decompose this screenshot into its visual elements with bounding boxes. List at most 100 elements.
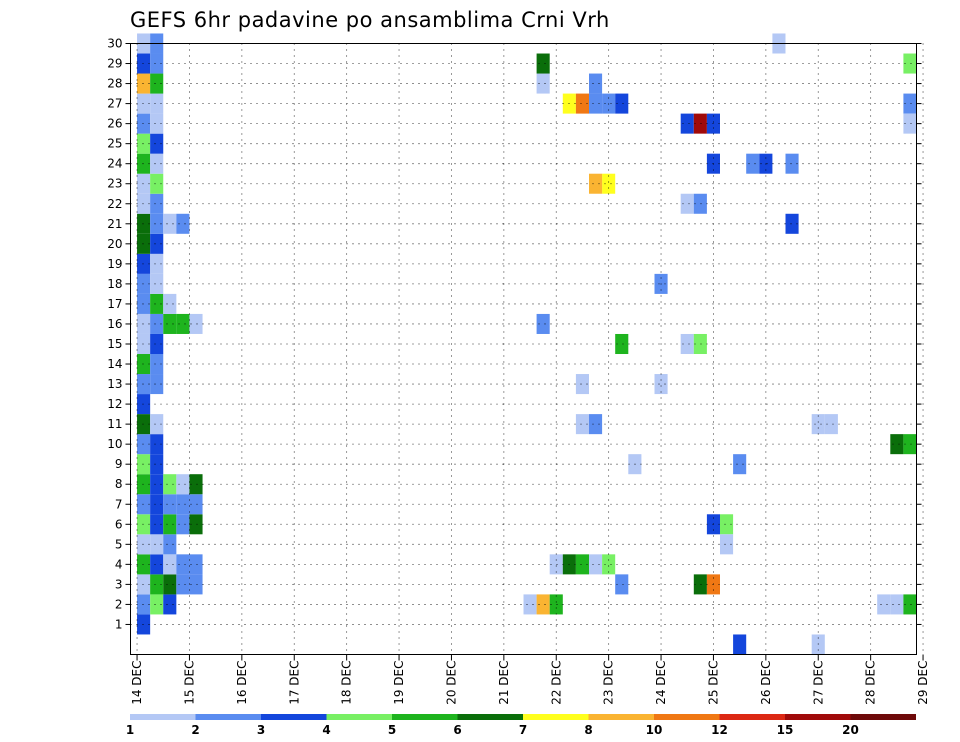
heatmap-cell [150, 374, 164, 395]
heatmap-cell [549, 594, 563, 615]
grid-layer [130, 43, 924, 655]
heatmap-cell [137, 133, 151, 154]
heatmap-cell [150, 113, 164, 134]
y-tick-label: 26 [107, 117, 122, 131]
x-tick-label: 27 DEC [811, 661, 825, 705]
x-tick-label: 16 DEC [235, 661, 249, 705]
x-tick-label: 24 DEC [654, 661, 668, 705]
legend-label: 10 [646, 723, 663, 737]
heatmap-cell [877, 594, 891, 615]
legend-label: 1 [126, 723, 134, 737]
heatmap-cell [163, 594, 177, 615]
heatmap-cell [903, 594, 917, 615]
legend-label: 5 [388, 723, 396, 737]
heatmap-cell [150, 414, 164, 435]
legend-label: 20 [842, 723, 859, 737]
y-tick-label: 13 [107, 377, 122, 391]
y-tick-label: 25 [107, 137, 122, 151]
heatmap-cell [137, 53, 151, 74]
y-tick-label: 23 [107, 177, 122, 191]
heatmap-cell [785, 213, 799, 234]
heatmap-cell [189, 574, 203, 595]
heatmap-cell [150, 313, 164, 334]
heatmap-cell [137, 313, 151, 334]
y-tick-label: 1 [115, 617, 123, 631]
heatmap-cell [176, 554, 190, 575]
heatmap-cell [137, 354, 151, 375]
heatmap-cell [680, 333, 694, 355]
heatmap-cell [589, 73, 603, 94]
legend-swatch [588, 714, 654, 720]
legend-swatch [457, 714, 523, 720]
heatmap-cell [654, 374, 668, 395]
heatmap-cell [137, 333, 151, 355]
heatmap-cell [150, 133, 164, 154]
y-tick-label: 30 [107, 37, 122, 51]
legend-label: 15 [777, 723, 794, 737]
heatmap-cell [137, 93, 151, 114]
y-tick-label: 2 [115, 597, 123, 611]
heatmap-cell [137, 153, 151, 174]
plot-frame [130, 43, 917, 655]
x-tick-label: 26 DEC [759, 661, 773, 705]
y-tick-label: 20 [107, 237, 122, 251]
y-tick-label: 15 [107, 337, 122, 351]
heatmap-cell [589, 554, 603, 575]
heatmap-cell [176, 313, 190, 334]
legend-swatch [523, 714, 589, 720]
heatmap-cell [733, 454, 747, 475]
heatmap-cell [575, 554, 589, 575]
y-tick-label: 24 [107, 157, 122, 171]
x-tick-label: 21 DEC [497, 661, 511, 705]
x-tick-label: 28 DEC [864, 661, 878, 705]
heatmap-cell [150, 293, 164, 314]
legend-swatch [326, 714, 392, 720]
heatmap-cell [189, 554, 203, 575]
legend-label: 7 [519, 723, 527, 737]
heatmap-cell [163, 213, 177, 234]
legend-swatch [392, 714, 458, 720]
y-tick-label: 6 [115, 517, 123, 531]
legend-label: 4 [322, 723, 330, 737]
heatmap-cell [150, 494, 164, 515]
heatmap-cell [523, 594, 537, 615]
heatmap-cell [137, 253, 151, 274]
heatmap-cell [137, 73, 151, 94]
heatmap-cell [903, 53, 917, 74]
x-tick-label: 29 DEC [916, 661, 930, 705]
heatmap-cell [890, 594, 904, 615]
heatmap-cell [189, 494, 203, 515]
legend-swatch [785, 714, 851, 720]
heatmap-cell [693, 193, 707, 214]
heatmap-cell [189, 474, 203, 495]
legend-label: 6 [453, 723, 461, 737]
y-tick-label: 11 [107, 417, 122, 431]
x-tick-label: 20 DEC [444, 661, 458, 705]
heatmap-cell [602, 554, 616, 575]
heatmap-cell [720, 534, 734, 555]
x-tick-label: 22 DEC [549, 661, 563, 705]
heatmap-cell [137, 293, 151, 314]
heatmap-cell [137, 193, 151, 214]
legend-swatch [130, 714, 196, 720]
heatmap-cell [137, 113, 151, 134]
heatmap-cell [176, 213, 190, 234]
heatmap-cell [811, 414, 825, 435]
heatmap-cell [536, 53, 550, 74]
heatmap-cell [163, 293, 177, 314]
heatmap-cell [890, 434, 904, 455]
legend-label: 3 [257, 723, 265, 737]
heatmap-cell [536, 594, 550, 615]
heatmap-cell [189, 313, 203, 334]
legend-label: 8 [584, 723, 592, 737]
heatmap-cell [137, 594, 151, 615]
heatmap-cell [680, 193, 694, 214]
heatmap-cell [746, 153, 760, 174]
heatmap-cell [589, 93, 603, 114]
heatmap-cell [163, 534, 177, 555]
heatmap-cell [137, 554, 151, 575]
heatmap-cell [137, 454, 151, 475]
x-tick-label: 25 DEC [706, 661, 720, 705]
heatmap-cell [903, 113, 917, 134]
heatmap-cell [176, 514, 190, 535]
